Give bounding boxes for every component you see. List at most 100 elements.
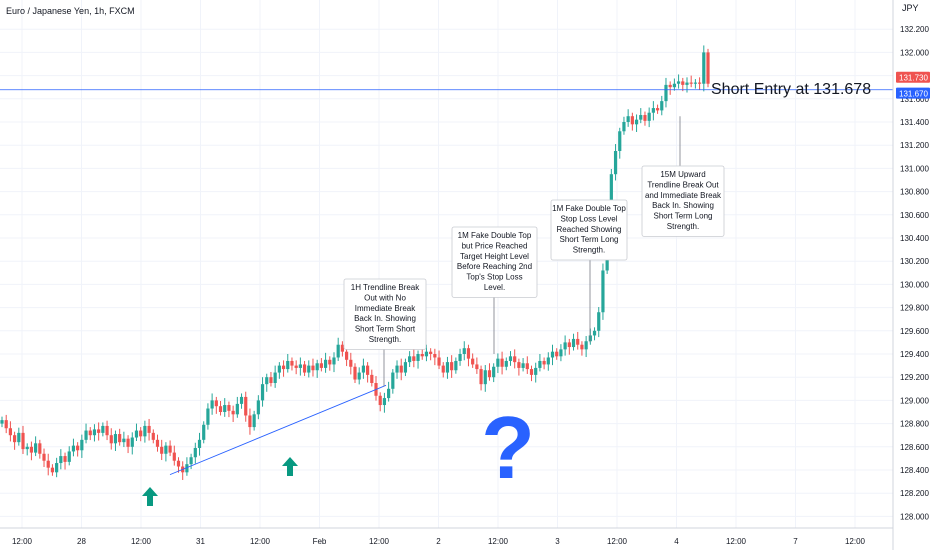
annotation-text: Trendline Break Out bbox=[647, 180, 719, 189]
candle-body bbox=[298, 364, 302, 368]
candle-body bbox=[534, 367, 538, 375]
annotation-box bbox=[343, 278, 427, 350]
candle-body bbox=[639, 115, 643, 120]
candle-body bbox=[668, 84, 672, 88]
x-tick-label: 12:00 bbox=[369, 537, 390, 546]
y-tick-label: 132.200 bbox=[900, 25, 929, 34]
candle-body bbox=[387, 388, 391, 399]
candle-body bbox=[626, 116, 630, 122]
y-tick-label: 129.800 bbox=[900, 304, 929, 313]
candle-body bbox=[307, 365, 311, 373]
candle-body bbox=[206, 408, 210, 425]
x-tick-label: 3 bbox=[555, 537, 560, 546]
candle-body bbox=[323, 359, 328, 368]
up-arrow-icon bbox=[282, 457, 298, 476]
y-tick-label: 130.800 bbox=[900, 188, 929, 197]
annotation-text: 15M Upward bbox=[660, 170, 705, 179]
candle-body bbox=[46, 460, 50, 468]
y-tick-label: 131.000 bbox=[900, 164, 929, 173]
candle-body bbox=[454, 360, 458, 371]
candles bbox=[0, 45, 710, 480]
candle-body bbox=[76, 445, 80, 451]
annotation-text: Before Reaching 2nd bbox=[457, 262, 532, 271]
entry-price-badge-bg bbox=[896, 87, 930, 99]
candle-body bbox=[660, 101, 664, 111]
candle-body bbox=[622, 122, 626, 132]
y-tick-label: 131.600 bbox=[900, 95, 929, 104]
x-tick-label: 31 bbox=[196, 537, 205, 546]
y-tick-label: 128.000 bbox=[900, 512, 929, 521]
annotation-text: Short Term Short bbox=[355, 325, 416, 334]
up-arrows bbox=[142, 457, 298, 506]
candle-body bbox=[147, 425, 151, 433]
annotation-text: 1H Trendline Break bbox=[351, 283, 420, 292]
candle-body bbox=[584, 341, 588, 350]
trendline[interactable] bbox=[169, 384, 387, 476]
candle-body bbox=[475, 364, 479, 370]
candle-body bbox=[433, 354, 437, 358]
last-price-badge-bg bbox=[896, 71, 930, 83]
y-tick-label: 129.000 bbox=[900, 396, 929, 405]
candle-body bbox=[88, 430, 92, 436]
candle-body bbox=[17, 432, 21, 443]
y-tick-label: 130.400 bbox=[900, 234, 929, 243]
x-tick-label: 28 bbox=[77, 537, 86, 546]
candle-body bbox=[361, 365, 366, 373]
candle-body bbox=[408, 356, 412, 363]
entry-price-badge: 131.670 bbox=[899, 90, 928, 99]
candle-body bbox=[193, 447, 197, 458]
candle-body bbox=[500, 358, 504, 367]
candle-body bbox=[412, 356, 416, 361]
y-tick-label: 129.400 bbox=[900, 350, 929, 359]
candle-body bbox=[529, 369, 534, 375]
x-tick-label: 4 bbox=[674, 537, 679, 546]
candle-body bbox=[172, 452, 176, 461]
candle-body bbox=[139, 430, 143, 437]
candle-body bbox=[176, 460, 181, 467]
candle-body bbox=[521, 363, 525, 368]
candle-body bbox=[34, 443, 38, 453]
x-tick-label: Feb bbox=[313, 537, 327, 546]
candle-body bbox=[244, 396, 248, 416]
candle-body bbox=[126, 438, 130, 447]
candle-body bbox=[479, 369, 483, 385]
up-arrow-icon bbox=[142, 487, 158, 506]
candle-body bbox=[248, 415, 252, 428]
question-mark: ? bbox=[481, 398, 535, 497]
candle-body bbox=[525, 363, 529, 370]
candle-body bbox=[517, 362, 521, 368]
candle-body bbox=[38, 443, 42, 454]
candle-body bbox=[143, 425, 147, 437]
candle-body bbox=[109, 435, 113, 444]
candle-body bbox=[160, 446, 164, 454]
candle-body bbox=[281, 365, 286, 370]
candle-body bbox=[332, 357, 336, 365]
annotation-text: Top's Stop Loss bbox=[466, 273, 522, 282]
annotation-text: Strength. bbox=[667, 222, 699, 231]
x-tick-label: 12:00 bbox=[845, 537, 866, 546]
candle-body bbox=[302, 364, 307, 373]
candle-body bbox=[357, 372, 361, 380]
annotation-box bbox=[641, 165, 725, 237]
candle-body bbox=[450, 362, 454, 371]
candle-body bbox=[59, 456, 63, 464]
candle-body bbox=[651, 108, 655, 113]
annotation-text: Immediate Break bbox=[355, 304, 416, 313]
last-price-badge: 131.730 bbox=[899, 74, 928, 83]
candle-body bbox=[601, 270, 605, 313]
candle-body bbox=[97, 429, 101, 433]
candle-body bbox=[231, 410, 235, 415]
candle-body bbox=[597, 312, 601, 331]
candle-body bbox=[487, 370, 492, 378]
candle-body bbox=[366, 365, 370, 375]
candle-body bbox=[294, 365, 298, 368]
candle-body bbox=[445, 362, 450, 373]
y-tick-label: 128.600 bbox=[900, 443, 929, 452]
price-axis[interactable]: 128.000 128.200 128.400 128.600 128.800 129.0… bbox=[892, 0, 930, 550]
candle-body bbox=[458, 354, 462, 361]
time-axis[interactable]: 12:00 28 12:00 31 12:00 Feb 12:00 2 12:00 3 12:00 4… bbox=[0, 527, 893, 546]
annotation-text: Short Term Long bbox=[654, 212, 713, 221]
candle-body bbox=[29, 446, 34, 453]
